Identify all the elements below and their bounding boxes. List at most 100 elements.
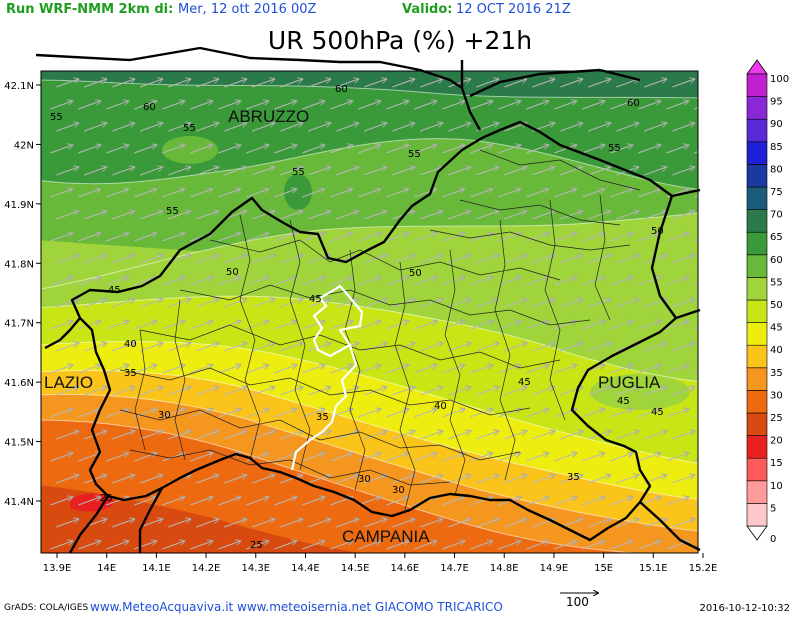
wind-arrow	[582, 321, 604, 330]
wind-arrow	[666, 365, 688, 374]
wind-arrow	[588, 343, 610, 352]
wind-arrow	[448, 343, 470, 352]
wind-arrow	[476, 519, 498, 528]
wind-arrow	[672, 255, 694, 264]
wind-arrow	[644, 167, 666, 176]
wind-arrow	[330, 453, 352, 462]
wind-arrow	[336, 431, 358, 440]
wind-arrow	[498, 189, 520, 198]
wind-arrow	[448, 255, 470, 264]
wind-arrow	[554, 189, 576, 198]
wind-arrow	[420, 343, 442, 352]
wind-arrow	[134, 321, 156, 330]
wind-arrow	[162, 409, 184, 418]
wind-arrow	[610, 321, 632, 330]
colorbar-label: 85	[770, 142, 783, 153]
wind-arrow	[638, 409, 660, 418]
contour-label: 30	[392, 485, 405, 496]
wind-arrow	[442, 277, 464, 286]
wind-arrow	[616, 79, 638, 88]
x-tick-label: 14.1E	[142, 563, 171, 574]
wind-arrow	[442, 101, 464, 110]
wind-vectors	[50, 79, 722, 550]
wind-arrow	[168, 79, 190, 88]
wind-arrow	[84, 211, 106, 220]
wind-arrow	[336, 123, 358, 132]
wind-arrow	[442, 541, 464, 550]
wind-arrow	[672, 387, 694, 396]
wind-arrow	[504, 79, 526, 88]
wind-arrow	[526, 233, 548, 242]
grads-credit: GrADS: COLA/IGES	[4, 603, 89, 613]
wind-arrow	[414, 541, 436, 550]
wind-arrow	[140, 475, 162, 484]
wind-arrow	[280, 475, 302, 484]
wind-arrow	[476, 211, 498, 220]
wind-arrow	[252, 211, 274, 220]
wind-arrow	[56, 387, 78, 396]
wind-arrow	[526, 541, 548, 550]
y-tick-label: 41.5N	[4, 438, 34, 449]
colorbar-swatch	[746, 457, 768, 482]
wind-arrow	[610, 101, 632, 110]
wind-arrow	[218, 277, 240, 286]
wind-arrow	[162, 233, 184, 242]
wind-arrow	[112, 79, 134, 88]
wind-arrow	[476, 475, 498, 484]
wind-arrow	[448, 387, 470, 396]
region-label-lazio: LAZIO	[44, 373, 93, 392]
wind-arrow	[246, 145, 268, 154]
colorbar-swatch	[746, 277, 768, 301]
wind-arrow	[358, 541, 380, 550]
wind-arrow	[588, 299, 610, 308]
wind-arrow	[112, 387, 134, 396]
wind-arrow	[190, 321, 212, 330]
wind-arrow	[78, 145, 100, 154]
wind-arrow	[218, 409, 240, 418]
wind-arrow	[504, 519, 526, 528]
render-timestamp: 2016-10-12-10:32	[699, 603, 790, 614]
wind-arrow	[252, 167, 274, 176]
x-axis: 13.9E 14E 14.1E 14.2E 14.3E 14.4E 14.5E 14.6E 14…	[43, 553, 717, 574]
wind-arrow	[78, 541, 100, 550]
wind-arrow	[140, 79, 162, 88]
wind-arrow	[106, 189, 128, 198]
y-tick-label: 41.6N	[4, 378, 34, 389]
wind-arrow	[50, 453, 72, 462]
wind-arrow	[414, 365, 436, 374]
wind-arrow	[162, 101, 184, 110]
wind-arrow	[50, 497, 72, 506]
wind-arrow	[610, 277, 632, 286]
wind-arrow	[364, 79, 386, 88]
wind-arrow	[56, 519, 78, 528]
map-title: UR 500hPa (%) +21h	[267, 26, 533, 55]
colorbar-swatch	[746, 299, 768, 323]
contour-label: 60	[627, 98, 640, 109]
wind-arrow	[476, 431, 498, 440]
contour-label: 55	[166, 206, 179, 217]
wind-arrow	[364, 299, 386, 308]
wind-arrow	[700, 431, 722, 439]
wind-arrow	[274, 101, 296, 110]
wind-arrow	[224, 79, 246, 88]
wind-arrow	[302, 365, 324, 374]
wind-arrow	[414, 145, 436, 154]
wind-arrow	[246, 365, 268, 374]
wind-arrow	[308, 123, 330, 132]
wind-arrow	[330, 145, 352, 154]
wind-arrow	[336, 299, 358, 308]
wind-arrow	[252, 431, 274, 440]
wind-arrow	[498, 101, 520, 110]
region-label-puglia: PUGLIA	[598, 373, 661, 392]
wind-arrow	[140, 387, 162, 396]
contour-label: 60	[335, 84, 348, 95]
wind-arrow	[700, 343, 722, 351]
wind-arrow	[470, 233, 492, 242]
colorbar-label: 15	[770, 458, 783, 469]
wind-arrow	[364, 255, 386, 264]
wind-arrow	[302, 233, 324, 242]
contour-label: 45	[651, 407, 664, 418]
wind-arrow	[616, 211, 638, 220]
wind-arrow	[224, 123, 246, 132]
wind-arrow	[644, 211, 666, 220]
